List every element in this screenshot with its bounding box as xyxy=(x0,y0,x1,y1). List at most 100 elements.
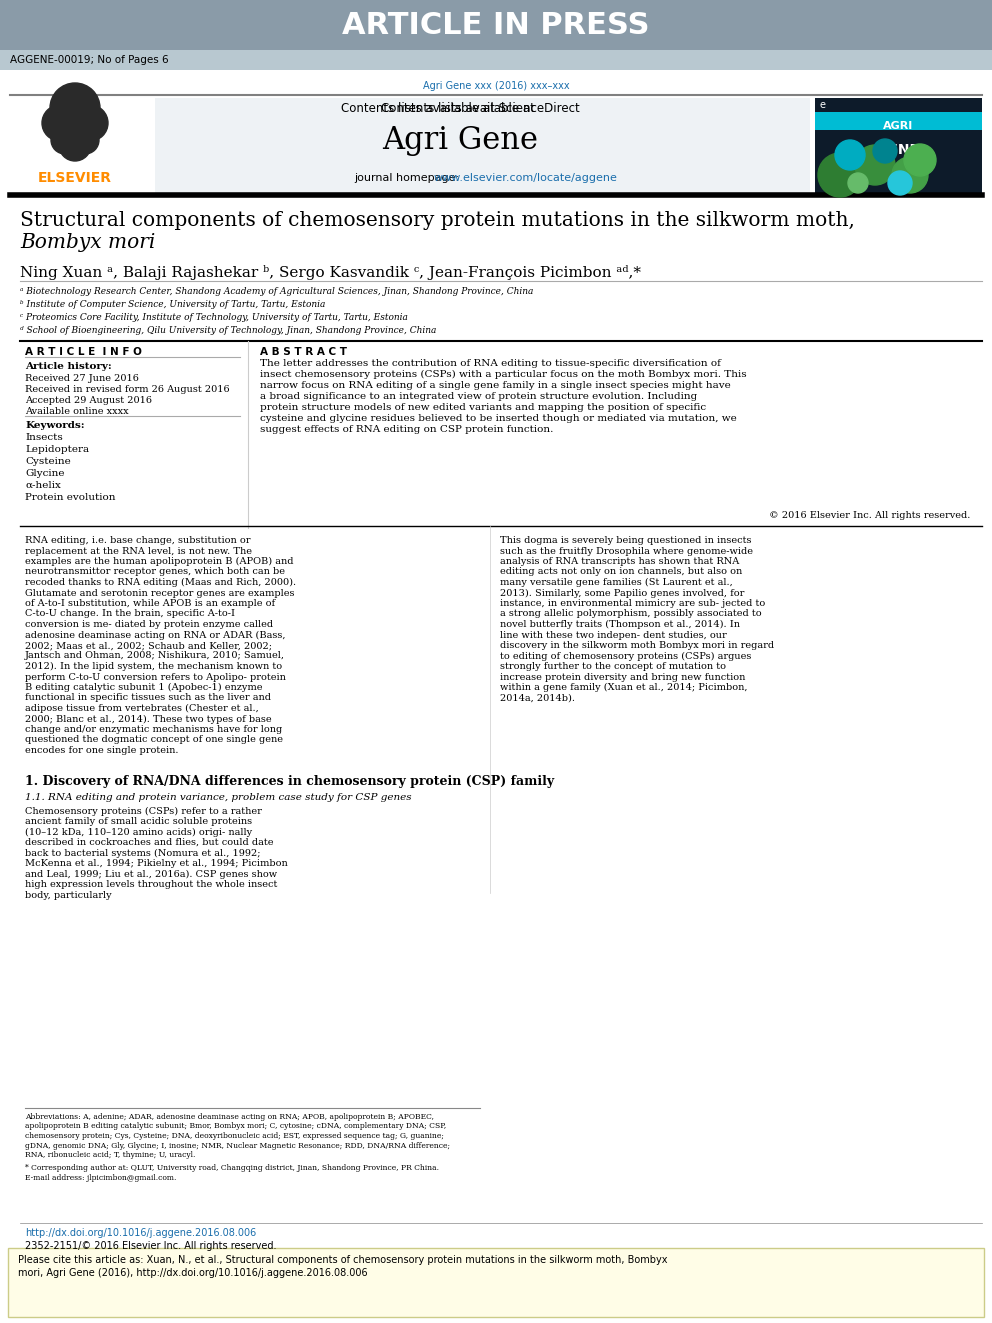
Circle shape xyxy=(50,83,100,134)
Text: Available online xxxx: Available online xxxx xyxy=(25,407,129,415)
Text: Jantsch and Ohman, 2008; Nishikura, 2010; Samuel,: Jantsch and Ohman, 2008; Nishikura, 2010… xyxy=(25,651,285,660)
Text: conversion is me- diated by protein enzyme called: conversion is me- diated by protein enzy… xyxy=(25,620,273,628)
Text: examples are the human apolipoprotein B (APOB) and: examples are the human apolipoprotein B … xyxy=(25,557,294,566)
Circle shape xyxy=(888,171,912,194)
Text: Insects: Insects xyxy=(25,433,62,442)
Text: This dogma is severely being questioned in insects: This dogma is severely being questioned … xyxy=(500,536,752,545)
Text: RNA editing, i.e. base change, substitution or: RNA editing, i.e. base change, substitut… xyxy=(25,536,251,545)
Bar xyxy=(815,98,982,193)
Text: adenosine deaminase acting on RNA or ADAR (Bass,: adenosine deaminase acting on RNA or ADA… xyxy=(25,631,286,639)
Text: http://dx.doi.org/10.1016/j.aggene.2016.08.006: http://dx.doi.org/10.1016/j.aggene.2016.… xyxy=(25,1228,256,1238)
Text: 2012). In the lipid system, the mechanism known to: 2012). In the lipid system, the mechanis… xyxy=(25,662,282,671)
Bar xyxy=(815,112,982,130)
Text: Keywords:: Keywords: xyxy=(25,421,84,430)
Text: cysteine and glycine residues believed to be inserted though or mediated via mut: cysteine and glycine residues believed t… xyxy=(260,414,737,423)
Text: neurotransmittor receptor genes, which both can be: neurotransmittor receptor genes, which b… xyxy=(25,568,285,577)
Circle shape xyxy=(848,173,868,193)
Text: © 2016 Elsevier Inc. All rights reserved.: © 2016 Elsevier Inc. All rights reserved… xyxy=(769,511,970,520)
Text: 2014a, 2014b).: 2014a, 2014b). xyxy=(500,693,575,703)
Text: apolipoprotein B editing catalytic subunit; Bmor, Bombyx mori; C, cytosine; cDNA: apolipoprotein B editing catalytic subun… xyxy=(25,1122,446,1130)
Text: Glycine: Glycine xyxy=(25,468,64,478)
Text: narrow focus on RNA editing of a single gene family in a single insect species m: narrow focus on RNA editing of a single … xyxy=(260,381,731,390)
Text: McKenna et al., 1994; Pikielny et al., 1994; Picimbon: McKenna et al., 1994; Pikielny et al., 1… xyxy=(25,859,288,868)
Bar xyxy=(0,0,992,50)
Text: described in cockroaches and flies, but could date: described in cockroaches and flies, but … xyxy=(25,837,274,847)
Text: recoded thanks to RNA editing (Maas and Rich, 2000).: recoded thanks to RNA editing (Maas and … xyxy=(25,578,297,587)
Text: ᵇ Institute of Computer Science, University of Tartu, Tartu, Estonia: ᵇ Institute of Computer Science, Univers… xyxy=(20,300,325,310)
Text: Abbreviations: A, adenine; ADAR, adenosine deaminase acting on RNA; APOB, apolip: Abbreviations: A, adenine; ADAR, adenosi… xyxy=(25,1113,434,1121)
Text: Structural components of chemosensory protein mutations in the silkworm moth,: Structural components of chemosensory pr… xyxy=(20,210,855,230)
Text: discovery in the silkworm moth Bombyx mori in regard: discovery in the silkworm moth Bombyx mo… xyxy=(500,642,774,650)
Text: * Corresponding author at: QLUT, University road, Changqing district, Jinan, Sha: * Corresponding author at: QLUT, Univers… xyxy=(25,1164,439,1172)
Text: a strong allelic polymorphism, possibly associated to: a strong allelic polymorphism, possibly … xyxy=(500,610,762,618)
Bar xyxy=(10,98,155,193)
Text: Ning Xuan ᵃ, Balaji Rajashekar ᵇ, Sergo Kasvandik ᶜ, Jean-François Picimbon ᵃᵈ,*: Ning Xuan ᵃ, Balaji Rajashekar ᵇ, Sergo … xyxy=(20,265,641,280)
Text: perform C-to-U conversion refers to Apolipo- protein: perform C-to-U conversion refers to Apol… xyxy=(25,672,286,681)
Circle shape xyxy=(59,130,91,161)
Text: increase protein diversity and bring new function: increase protein diversity and bring new… xyxy=(500,672,745,681)
Text: Lepidoptera: Lepidoptera xyxy=(25,445,89,454)
Text: encodes for one single protein.: encodes for one single protein. xyxy=(25,746,179,755)
Text: 2013). Similarly, some Papilio genes involved, for: 2013). Similarly, some Papilio genes inv… xyxy=(500,589,744,598)
Bar xyxy=(0,50,992,70)
Text: ᵈ School of Bioengineering, Qilu University of Technology, Jinan, Shandong Provi: ᵈ School of Bioengineering, Qilu Univers… xyxy=(20,325,436,335)
Text: 1.1. RNA editing and protein variance, problem case study for CSP genes: 1.1. RNA editing and protein variance, p… xyxy=(25,792,412,802)
Text: B editing catalytic subunit 1 (Apobec-1) enzyme: B editing catalytic subunit 1 (Apobec-1)… xyxy=(25,683,263,692)
Text: Protein evolution: Protein evolution xyxy=(25,493,115,501)
Text: A B S T R A C T: A B S T R A C T xyxy=(260,347,347,357)
Circle shape xyxy=(818,153,862,197)
Text: 2000; Blanc et al., 2014). These two types of base: 2000; Blanc et al., 2014). These two typ… xyxy=(25,714,272,724)
Text: C-to-U change. In the brain, specific A-to-I: C-to-U change. In the brain, specific A-… xyxy=(25,610,235,618)
Text: replacement at the RNA level, is not new. The: replacement at the RNA level, is not new… xyxy=(25,546,252,556)
Text: change and/or enzymatic mechanisms have for long: change and/or enzymatic mechanisms have … xyxy=(25,725,283,734)
Text: Agri Gene: Agri Gene xyxy=(382,124,538,156)
Circle shape xyxy=(835,140,865,169)
Text: ARTICLE IN PRESS: ARTICLE IN PRESS xyxy=(342,11,650,40)
Text: Contents lists available at: Contents lists available at xyxy=(381,102,539,115)
Text: 2352-2151/© 2016 Elsevier Inc. All rights reserved.: 2352-2151/© 2016 Elsevier Inc. All right… xyxy=(25,1241,277,1252)
Text: instance, in environmental mimicry are sub- jected to: instance, in environmental mimicry are s… xyxy=(500,599,765,609)
Text: editing acts not only on ion channels, but also on: editing acts not only on ion channels, b… xyxy=(500,568,742,577)
Text: Please cite this article as: Xuan, N., et al., Structural components of chemosen: Please cite this article as: Xuan, N., e… xyxy=(18,1256,668,1265)
Text: insect chemosensory proteins (CSPs) with a particular focus on the moth Bombyx m: insect chemosensory proteins (CSPs) with… xyxy=(260,370,747,380)
Circle shape xyxy=(873,139,897,163)
Text: protein structure models of new edited variants and mapping the position of spec: protein structure models of new edited v… xyxy=(260,404,706,411)
Text: 1. Discovery of RNA/DNA differences in chemosensory protein (CSP) family: 1. Discovery of RNA/DNA differences in c… xyxy=(25,774,555,787)
Text: ᵃ Biotechnology Research Center, Shandong Academy of Agricultural Sciences, Jina: ᵃ Biotechnology Research Center, Shandon… xyxy=(20,287,534,296)
Text: many versatile gene families (St Laurent et al.,: many versatile gene families (St Laurent… xyxy=(500,578,733,587)
Text: Accepted 29 August 2016: Accepted 29 August 2016 xyxy=(25,396,152,405)
Text: GENE: GENE xyxy=(877,143,919,157)
Text: functional in specific tissues such as the liver and: functional in specific tissues such as t… xyxy=(25,693,271,703)
Text: back to bacterial systems (Nomura et al., 1992;: back to bacterial systems (Nomura et al.… xyxy=(25,848,261,857)
Text: adipose tissue from vertebrates (Chester et al.,: adipose tissue from vertebrates (Chester… xyxy=(25,704,259,713)
Text: e: e xyxy=(820,101,826,110)
Text: high expression levels throughout the whole insect: high expression levels throughout the wh… xyxy=(25,880,278,889)
Text: A R T I C L E  I N F O: A R T I C L E I N F O xyxy=(25,347,142,357)
Text: a broad significance to an integrated view of protein structure evolution. Inclu: a broad significance to an integrated vi… xyxy=(260,392,697,401)
Text: The letter addresses the contribution of RNA editing to tissue-specific diversif: The letter addresses the contribution of… xyxy=(260,359,721,368)
FancyBboxPatch shape xyxy=(8,1248,984,1316)
Text: ᶜ Proteomics Core Facility, Institute of Technology, University of Tartu, Tartu,: ᶜ Proteomics Core Facility, Institute of… xyxy=(20,314,408,321)
Text: Article history:: Article history: xyxy=(25,363,112,370)
Text: novel butterfly traits (Thompson et al., 2014). In: novel butterfly traits (Thompson et al.,… xyxy=(500,620,740,630)
Text: gDNA, genomic DNA; Gly, Glycine; I, inosine; NMR, Nuclear Magnetic Resonance; RD: gDNA, genomic DNA; Gly, Glycine; I, inos… xyxy=(25,1142,450,1150)
Circle shape xyxy=(71,126,99,153)
Text: ELSEVIER: ELSEVIER xyxy=(38,171,112,185)
Circle shape xyxy=(892,157,928,193)
Circle shape xyxy=(72,105,108,142)
Text: suggest effects of RNA editing on CSP protein function.: suggest effects of RNA editing on CSP pr… xyxy=(260,425,554,434)
Text: Glutamate and serotonin receptor genes are examples: Glutamate and serotonin receptor genes a… xyxy=(25,589,295,598)
Text: of A-to-I substitution, while APOB is an example of: of A-to-I substitution, while APOB is an… xyxy=(25,599,275,609)
Circle shape xyxy=(55,108,95,148)
Text: Received 27 June 2016: Received 27 June 2016 xyxy=(25,374,139,382)
Circle shape xyxy=(42,105,78,142)
Text: Contents lists available at ScienceDirect: Contents lists available at ScienceDirec… xyxy=(340,102,579,115)
Text: Agri Gene xxx (2016) xxx–xxx: Agri Gene xxx (2016) xxx–xxx xyxy=(423,81,569,91)
Text: analysis of RNA transcripts has shown that RNA: analysis of RNA transcripts has shown th… xyxy=(500,557,739,566)
Text: mori, Agri Gene (2016), http://dx.doi.org/10.1016/j.aggene.2016.08.006: mori, Agri Gene (2016), http://dx.doi.or… xyxy=(18,1267,368,1278)
Text: AGRI: AGRI xyxy=(883,120,913,131)
Text: chemosensory protein; Cys, Cysteine; DNA, deoxyribonucleic acid; EST, expressed : chemosensory protein; Cys, Cysteine; DNA… xyxy=(25,1132,444,1140)
Text: to editing of chemosensory proteins (CSPs) argues: to editing of chemosensory proteins (CSP… xyxy=(500,651,751,660)
Text: journal homepage:: journal homepage: xyxy=(354,173,463,183)
Text: (10–12 kDa, 110–120 amino acids) origi- nally: (10–12 kDa, 110–120 amino acids) origi- … xyxy=(25,827,252,836)
